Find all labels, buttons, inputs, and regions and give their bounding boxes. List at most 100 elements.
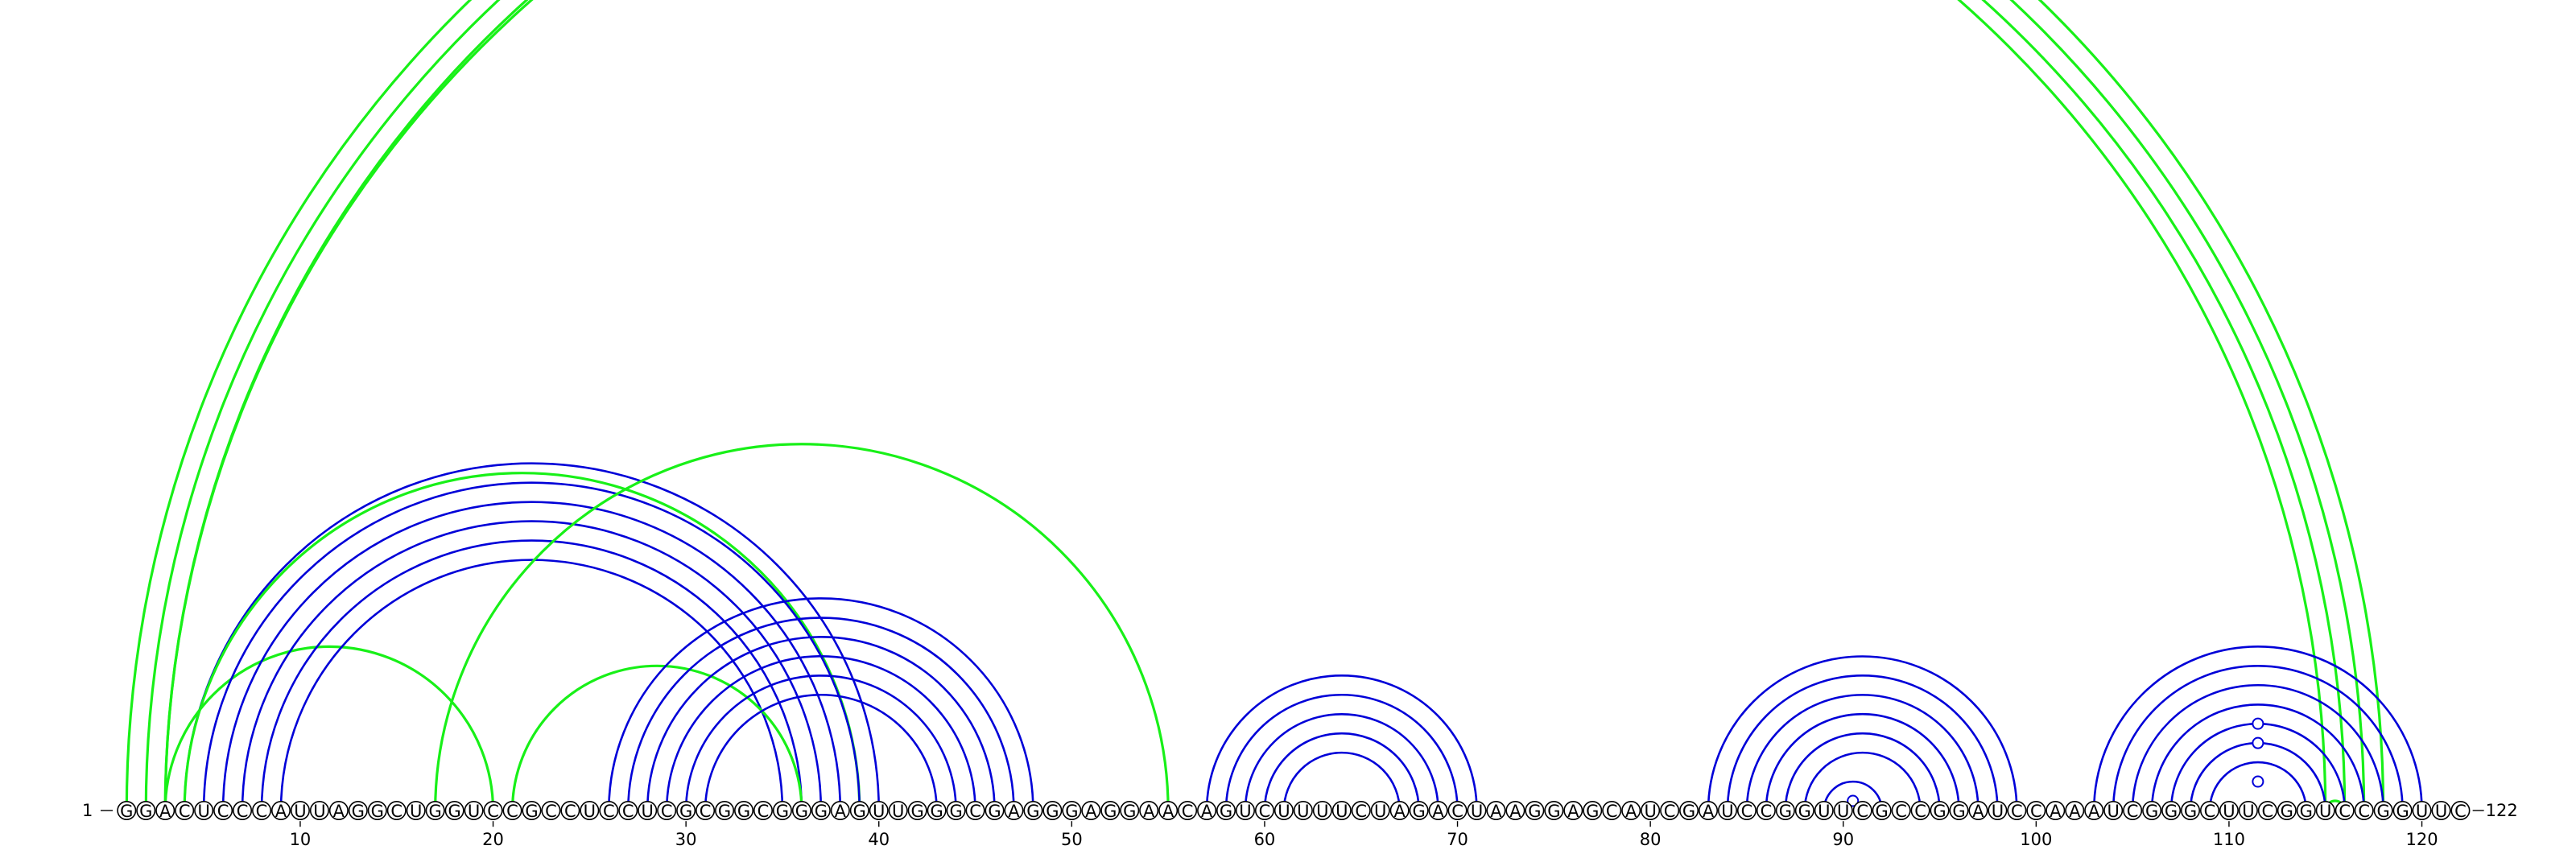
nucleotide-letter: C	[2358, 802, 2370, 821]
base-pair-arc-blue	[1282, 751, 1401, 811]
nucleotide-letter: C	[2204, 802, 2216, 821]
nucleotide-letter: C	[622, 802, 634, 821]
nucleotide-5: U	[194, 800, 214, 821]
nucleotide-28: U	[638, 800, 658, 821]
nucleotide-circle	[2181, 800, 2201, 820]
sequence-axis: 1 122	[82, 801, 2518, 820]
nucleotide-letter: U	[1471, 802, 1483, 821]
nucleotide-111: U	[2238, 800, 2258, 821]
nucleotide-117: C	[2354, 800, 2374, 821]
nucleotide-68: G	[1409, 800, 1429, 821]
nucleotide-circle	[1563, 800, 1583, 820]
nucleotide-93: C	[1891, 800, 1911, 821]
nucleotide-letter: G	[2165, 802, 2178, 821]
nucleotide-letter: G	[815, 802, 828, 821]
nucleotide-60: C	[1254, 800, 1274, 821]
nucleotide-95: G	[1930, 800, 1950, 821]
nucleotide-letter: G	[1798, 802, 1811, 821]
base-pair-arc-blue	[221, 501, 842, 811]
nucleotide-84: U	[1717, 800, 1737, 821]
nucleotide-circle	[1023, 800, 1043, 820]
nucleotide-letter: U	[1837, 802, 1849, 821]
nucleotide-circle	[2334, 800, 2355, 820]
nucleotide-92: G	[1872, 800, 1892, 821]
nucleotide-circle	[1872, 800, 1892, 820]
nucleotide-45: C	[965, 800, 985, 821]
tick-label: 110	[2213, 830, 2245, 849]
nucleotide-letter: A	[1393, 802, 1406, 821]
tick-label: 100	[2020, 830, 2052, 849]
nucleotide-70: C	[1447, 800, 1468, 821]
nucleotide-letter: U	[2223, 802, 2235, 821]
nucleotide-circle	[1910, 800, 1930, 820]
nucleotide-circle	[1583, 800, 1603, 820]
nucleotide-circle	[425, 800, 445, 820]
nucleotide-letter: C	[2262, 802, 2274, 821]
nucleotide-letter: A	[1143, 802, 1155, 821]
nucleotide-36: G	[791, 800, 811, 821]
nucleotide-letter: U	[1721, 802, 1733, 821]
nucleotide-circle	[1100, 800, 1121, 820]
nucleotide-letter: A	[1972, 802, 1984, 821]
nucleotide-letter: A	[1432, 802, 1444, 821]
nucleotide-letter: G	[429, 802, 442, 821]
base-pair-arc-blue	[260, 539, 803, 811]
nucleotide-53: G	[1120, 800, 1140, 821]
nucleotide-letter: U	[2107, 802, 2119, 821]
nucleotide-78: C	[1602, 800, 1622, 821]
nucleotide-43: G	[927, 800, 947, 821]
nucleotide-circle	[1814, 800, 1834, 820]
nucleotide-circle	[676, 800, 696, 820]
nucleotide-letter: A	[2069, 802, 2081, 821]
base-pair-arc-blue	[1823, 780, 1883, 811]
nucleotide-letter: C	[1182, 802, 1194, 821]
nucleotide-letter: A	[1625, 802, 1637, 821]
tick-label: 80	[1640, 830, 1662, 849]
tick-label: 70	[1447, 830, 1468, 849]
end-position-label: 122	[2486, 801, 2518, 820]
nucleotide-circle	[270, 800, 291, 820]
nucleotide-35: G	[772, 800, 792, 821]
nucleotide-4: C	[175, 800, 195, 821]
base-pair-arc-blue	[626, 617, 1015, 811]
nucleotide-26: C	[599, 800, 619, 821]
nucleotide-24: C	[560, 800, 580, 821]
nucleotide-116: C	[2334, 800, 2355, 821]
nucleotide-circle	[1602, 800, 1622, 820]
nucleotide-circle	[1409, 800, 1429, 820]
nucleotide-circle	[2219, 800, 2239, 820]
nucleotide-letter: G	[352, 802, 365, 821]
nucleotide-letter: G	[1220, 802, 1232, 821]
nucleotide-circle	[985, 800, 1005, 820]
nucleotide-circle	[734, 800, 754, 820]
nucleotide-circle	[233, 800, 253, 820]
base-pair-arc-blue	[1244, 712, 1439, 811]
nucleotide-circle	[1736, 800, 1757, 820]
nucleotide-75: G	[1544, 800, 1564, 821]
nucleotide-6: C	[213, 800, 233, 821]
nucleotide-circle	[2373, 800, 2393, 820]
nucleotide-3: A	[155, 800, 175, 821]
nucleotide-83: A	[1699, 800, 1719, 821]
nucleotide-circle	[541, 800, 561, 820]
nucleotide-letter: C	[506, 802, 518, 821]
nucleotide-letter: G	[1026, 802, 1039, 821]
nucleotide-letter: G	[949, 802, 962, 821]
nucleotide-29: C	[657, 800, 677, 821]
position-ticks: 10 20 30 40 50 60 70 80 90 100 110 120	[290, 821, 2438, 849]
nucleotide-circle	[2065, 800, 2085, 820]
nucleotide-7: C	[233, 800, 253, 821]
nucleotide-27: C	[618, 800, 638, 821]
nucleotide-letter: U	[1239, 802, 1251, 821]
nucleotide-letter: G	[2376, 802, 2389, 821]
base-pair-arcs	[125, 0, 2423, 811]
nucleotide-circle	[1447, 800, 1468, 820]
nucleotide-97: A	[1968, 800, 1988, 821]
base-pair-arc-green	[510, 664, 803, 811]
nucleotide-letter: U	[2319, 802, 2331, 821]
nucleotide-108: G	[2181, 800, 2201, 821]
nucleotide-58: G	[1216, 800, 1236, 821]
nucleotide-circle	[696, 800, 716, 820]
nucleotide-circle	[715, 800, 735, 820]
